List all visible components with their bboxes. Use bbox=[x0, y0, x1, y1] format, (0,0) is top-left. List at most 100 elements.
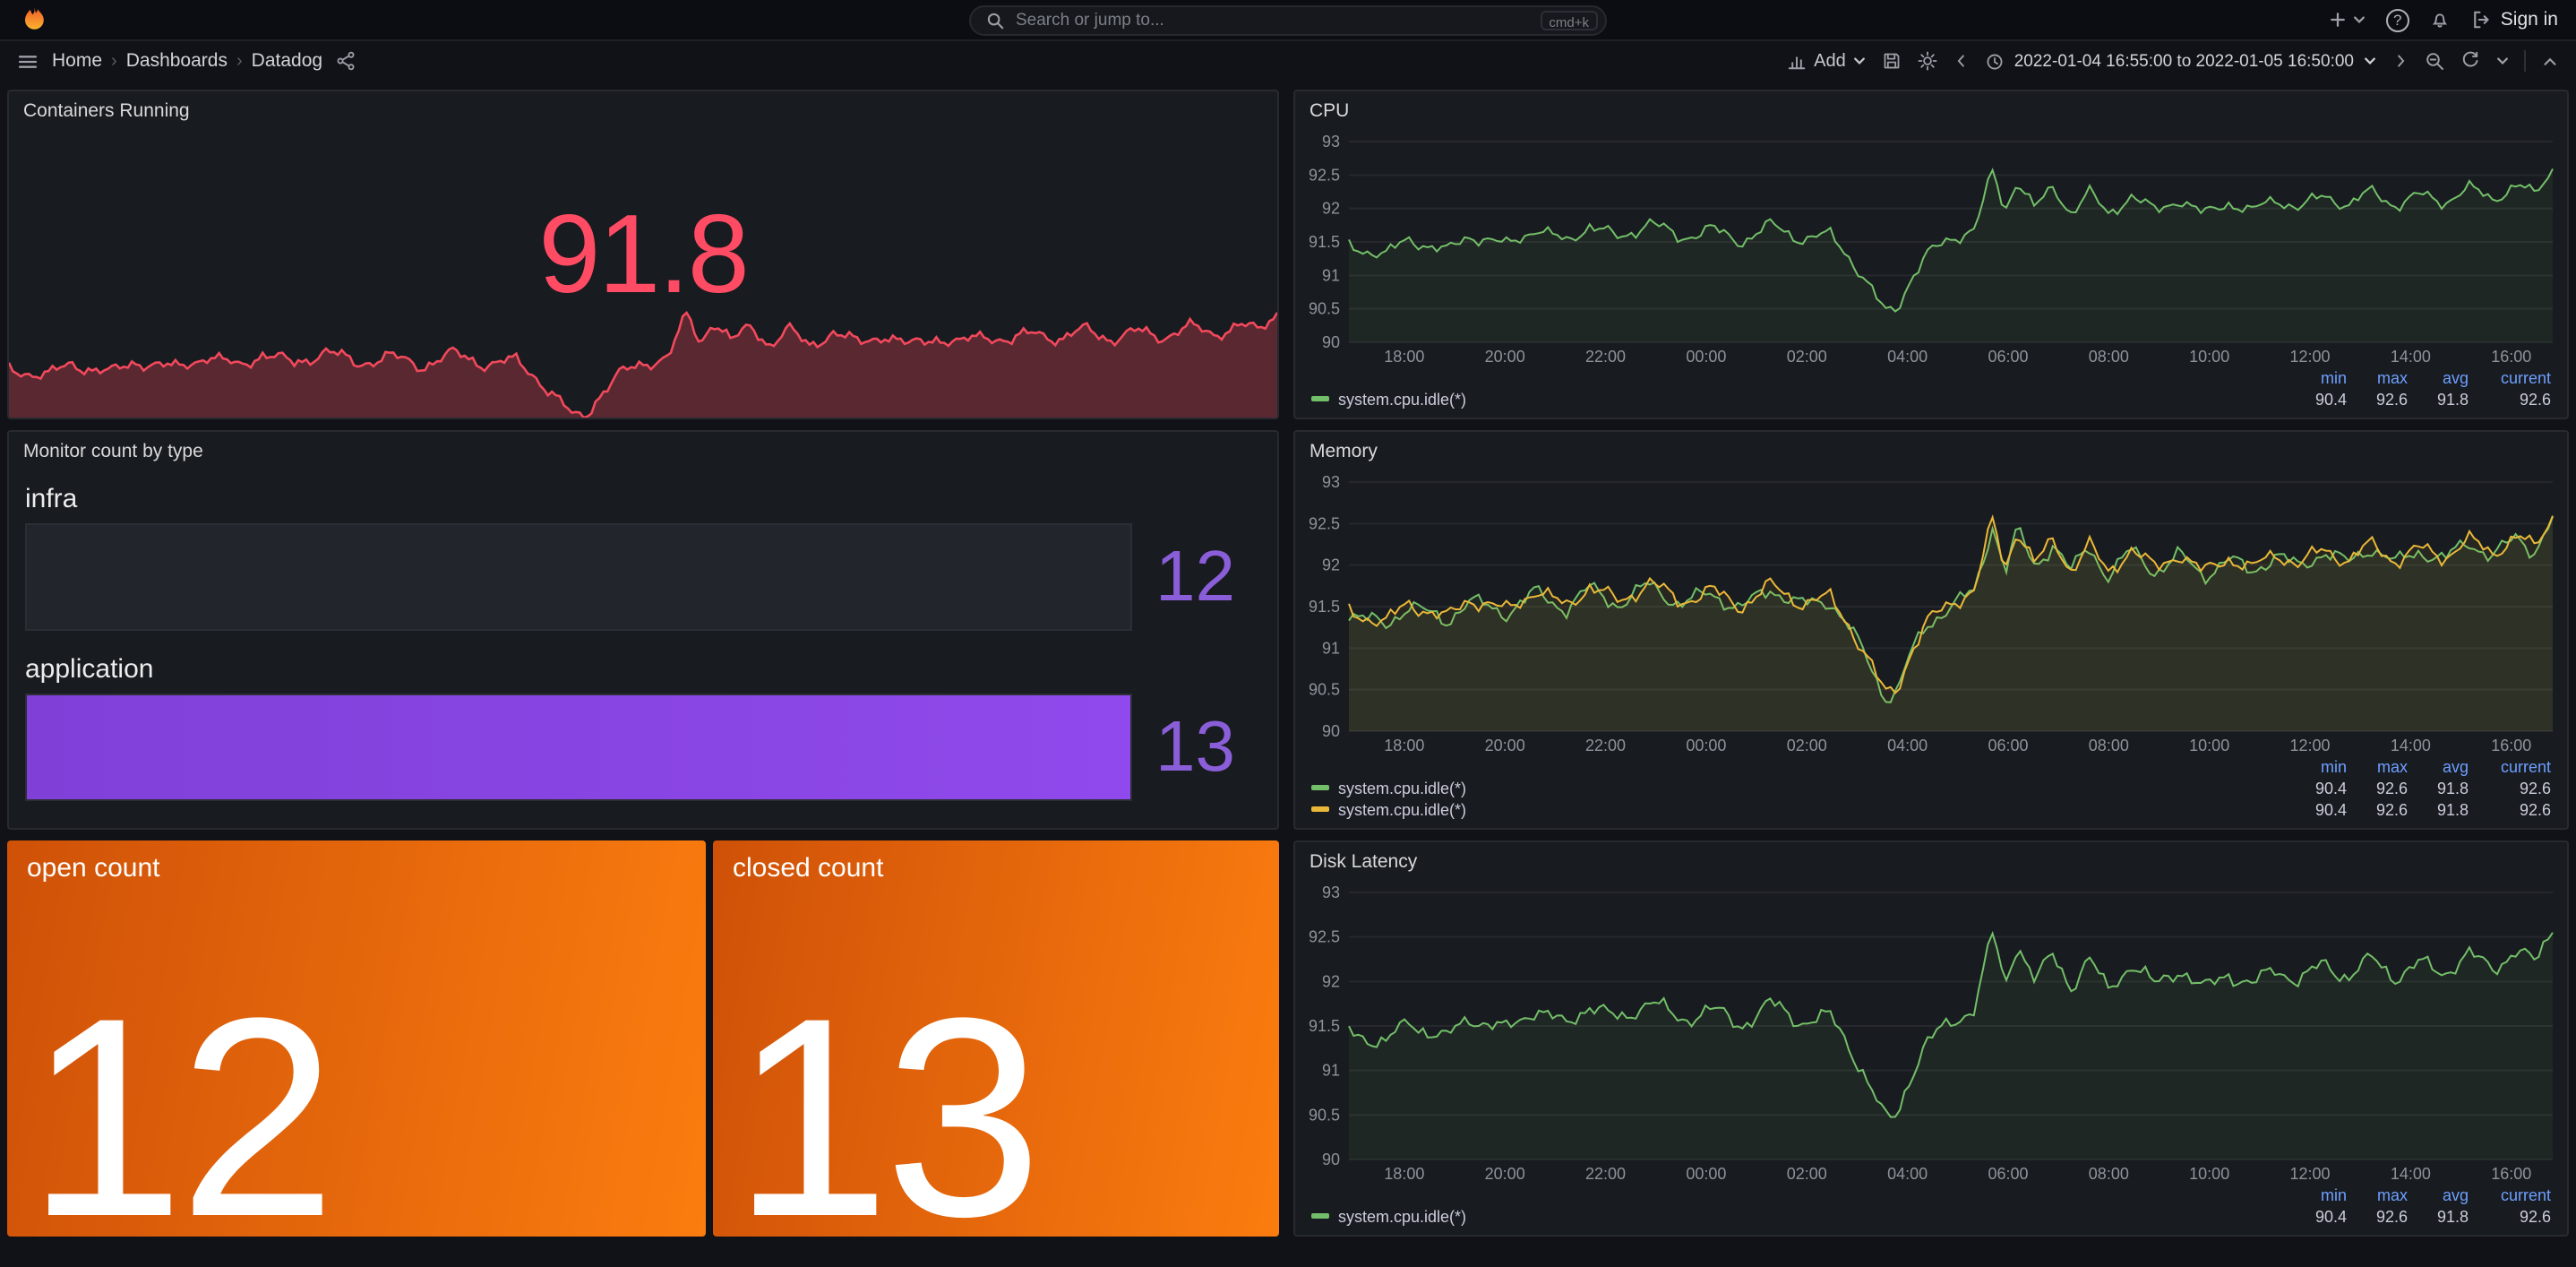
legend-series-name[interactable]: system.cpu.idle(*) bbox=[1311, 780, 2282, 797]
legend-stat-header[interactable]: max bbox=[2376, 369, 2408, 387]
legend-stat-header[interactable]: min bbox=[2320, 758, 2347, 776]
legend-stat-header[interactable]: max bbox=[2376, 1186, 2408, 1204]
panel-disk-latency: Disk Latency 90 90.5 91 91.5 92 92.5 93 18:00 20… bbox=[1293, 840, 2569, 1237]
legend-series-name[interactable]: system.cpu.idle(*) bbox=[1311, 1208, 2282, 1226]
legend-stat-value: 90.4 bbox=[2314, 780, 2347, 797]
zoom-out-icon[interactable] bbox=[2424, 50, 2445, 72]
open-count-value: 12 bbox=[27, 960, 336, 1237]
bar-gauge-value-application: 13 bbox=[1155, 708, 1235, 787]
disk-latency-chart[interactable]: 90 90.5 91 91.5 92 92.5 93 18:00 20:00 22:00 00:00… bbox=[1295, 882, 2567, 1183]
legend-stat-header[interactable]: current bbox=[2500, 758, 2551, 776]
panel-title[interactable]: Disk Latency bbox=[1309, 851, 1418, 873]
chevron-down-icon bbox=[2353, 16, 2365, 23]
grafana-logo-icon[interactable] bbox=[18, 4, 48, 35]
toolbar-divider bbox=[2524, 50, 2526, 72]
search-icon bbox=[985, 11, 1005, 30]
panel-memory: Memory 90 90.5 91 91.5 92 92.5 93 18:00 20:00 22:… bbox=[1293, 430, 2569, 830]
help-icon[interactable]: ? bbox=[2385, 8, 2409, 31]
refresh-interval-caret-icon[interactable] bbox=[2495, 54, 2510, 68]
svg-text:91.5: 91.5 bbox=[1309, 598, 1340, 616]
svg-text:91: 91 bbox=[1322, 1062, 1340, 1080]
svg-text:08:00: 08:00 bbox=[2089, 737, 2129, 754]
top-nav-bar: Search or jump to... cmd+k ? Sign in bbox=[0, 0, 2576, 41]
time-range-forward-icon[interactable] bbox=[2391, 52, 2409, 70]
shortcut-badge: cmd+k bbox=[1540, 11, 1598, 30]
legend-stat-header[interactable]: current bbox=[2500, 1186, 2551, 1204]
svg-text:90.5: 90.5 bbox=[1309, 681, 1340, 699]
panel-cpu: CPU 90 90.5 91 91.5 92 92.5 93 18:00 20:00 22:00 0… bbox=[1293, 90, 2569, 419]
memory-legend: min max avg current system.cpu.idle(*) 90.4 92… bbox=[1295, 754, 2567, 828]
time-range-picker[interactable]: 2022-01-04 16:55:00 to 2022-01-05 16:50:… bbox=[1986, 51, 2377, 71]
legend-stat-value: 91.8 bbox=[2436, 1208, 2469, 1226]
svg-text:14:00: 14:00 bbox=[2391, 1165, 2431, 1183]
chevron-down-icon bbox=[2365, 57, 2375, 65]
breadcrumb-home[interactable]: Home bbox=[52, 50, 103, 72]
panel-title[interactable]: open count bbox=[27, 853, 160, 883]
bar-gauge-application bbox=[25, 694, 1132, 801]
panel-title[interactable]: CPU bbox=[1309, 100, 1350, 122]
svg-text:00:00: 00:00 bbox=[1686, 348, 1726, 366]
top-nav-actions: ? Sign in bbox=[2327, 8, 2558, 31]
share-icon[interactable] bbox=[335, 50, 356, 72]
refresh-icon[interactable] bbox=[2460, 50, 2481, 72]
settings-gear-icon[interactable] bbox=[1918, 50, 1939, 72]
panel-title[interactable]: Monitor count by type bbox=[23, 441, 203, 462]
svg-text:20:00: 20:00 bbox=[1485, 737, 1525, 754]
panel-title[interactable]: closed count bbox=[733, 853, 884, 883]
save-dashboard-icon[interactable] bbox=[1882, 50, 1903, 72]
legend-stat-header[interactable]: max bbox=[2376, 758, 2408, 776]
sign-in-icon bbox=[2470, 9, 2492, 30]
legend-stat-header[interactable]: min bbox=[2320, 369, 2347, 387]
breadcrumb-dashboards[interactable]: Dashboards bbox=[125, 50, 228, 72]
add-panel-icon bbox=[1785, 50, 1807, 72]
sign-in-button[interactable]: Sign in bbox=[2470, 9, 2558, 30]
svg-text:12:00: 12:00 bbox=[2290, 348, 2331, 366]
panel-title[interactable]: Containers Running bbox=[23, 100, 190, 122]
cpu-chart[interactable]: 90 90.5 91 91.5 92 92.5 93 18:00 20:00 22:00 00:00… bbox=[1295, 131, 2567, 366]
add-panel-button[interactable]: Add bbox=[1785, 50, 1868, 72]
legend-stat-header[interactable]: avg bbox=[2442, 1186, 2469, 1204]
svg-text:90.5: 90.5 bbox=[1309, 1106, 1340, 1124]
legend-stat-value: 92.6 bbox=[2519, 1208, 2551, 1226]
legend-stat-value: 92.6 bbox=[2519, 391, 2551, 409]
legend-stat-value: 90.4 bbox=[2314, 1208, 2347, 1226]
legend-stat-value: 91.8 bbox=[2436, 780, 2469, 797]
containers-sparkline-chart[interactable] bbox=[9, 278, 1277, 418]
legend-series-row: system.cpu.idle(*) 90.4 92.6 91.8 92.6 bbox=[1311, 799, 2551, 821]
svg-text:16:00: 16:00 bbox=[2491, 1165, 2531, 1183]
svg-text:10:00: 10:00 bbox=[2189, 737, 2229, 754]
notifications-bell-icon[interactable] bbox=[2429, 9, 2451, 30]
cpu-legend: min max avg current system.cpu.idle(*) 90.4 92… bbox=[1295, 366, 2567, 418]
svg-text:91: 91 bbox=[1322, 266, 1340, 284]
svg-text:04:00: 04:00 bbox=[1887, 1165, 1928, 1183]
memory-chart[interactable]: 90 90.5 91 91.5 92 92.5 93 18:00 20:00 22:00 00:00… bbox=[1295, 471, 2567, 754]
svg-text:93: 93 bbox=[1322, 883, 1340, 901]
time-range-back-icon[interactable] bbox=[1953, 52, 1971, 70]
legend-stat-header[interactable]: avg bbox=[2442, 369, 2469, 387]
legend-stat-value: 92.6 bbox=[2375, 801, 2408, 819]
bar-gauge-value-infra: 12 bbox=[1155, 538, 1235, 616]
legend-stat-value: 91.8 bbox=[2436, 801, 2469, 819]
new-menu-button[interactable] bbox=[2327, 9, 2366, 30]
legend-stats-header: min max avg current bbox=[1311, 367, 2551, 389]
svg-text:18:00: 18:00 bbox=[1384, 348, 1424, 366]
legend-series-name[interactable]: system.cpu.idle(*) bbox=[1311, 801, 2282, 819]
collapse-toolbar-chevron-icon[interactable] bbox=[2540, 51, 2560, 71]
svg-text:16:00: 16:00 bbox=[2491, 348, 2531, 366]
legend-stats-header: min max avg current bbox=[1311, 756, 2551, 778]
legend-stat-header[interactable]: current bbox=[2500, 369, 2551, 387]
panel-title[interactable]: Memory bbox=[1309, 441, 1378, 462]
time-range-label: 2022-01-04 16:55:00 to 2022-01-05 16:50:… bbox=[2014, 51, 2354, 71]
legend-stat-header[interactable]: avg bbox=[2442, 758, 2469, 776]
closed-count-value: 13 bbox=[733, 960, 1042, 1237]
legend-series-name[interactable]: system.cpu.idle(*) bbox=[1311, 391, 2282, 409]
svg-text:12:00: 12:00 bbox=[2290, 737, 2331, 754]
svg-text:02:00: 02:00 bbox=[1787, 737, 1827, 754]
breadcrumb-separator: › bbox=[236, 51, 243, 71]
menu-hamburger-icon[interactable] bbox=[16, 49, 39, 73]
breadcrumb-current-dashboard[interactable]: Datadog bbox=[251, 50, 323, 72]
stat-panels-row: open count 12 closed count 13 bbox=[7, 840, 1279, 1237]
search-input[interactable]: Search or jump to... cmd+k bbox=[969, 5, 1607, 36]
legend-stat-header[interactable]: min bbox=[2320, 1186, 2347, 1204]
